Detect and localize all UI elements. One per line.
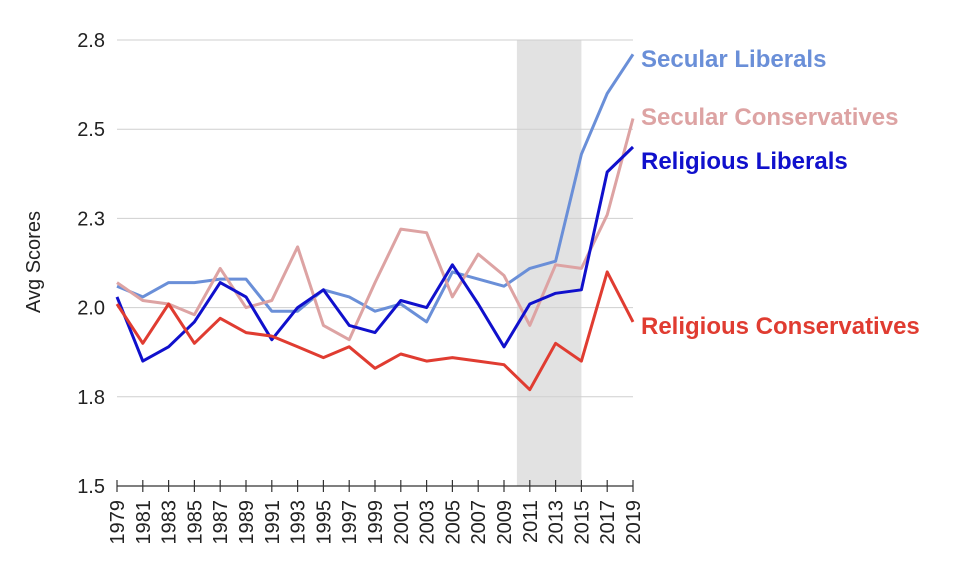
x-tick-label: 2011 bbox=[520, 500, 542, 543]
series-lines bbox=[115, 53, 635, 392]
x-tick-label: 2001 bbox=[391, 500, 413, 545]
series-line-secular-conservatives bbox=[116, 118, 635, 342]
x-tick-label: 2007 bbox=[468, 500, 490, 545]
x-tick-label: 2013 bbox=[546, 500, 568, 545]
x-tick-label: 1997 bbox=[339, 500, 361, 545]
x-tick-label: 2015 bbox=[571, 500, 593, 545]
series-line-secular-liberals bbox=[116, 53, 635, 324]
y-tick-label: 2.0 bbox=[77, 298, 105, 320]
y-tick-label: 1.8 bbox=[77, 387, 105, 409]
x-tick-label: 1999 bbox=[365, 500, 387, 545]
x-tick-label: 1987 bbox=[210, 500, 232, 545]
x-tick-label: 2003 bbox=[417, 500, 439, 545]
x-tick-label: 1985 bbox=[184, 500, 206, 545]
x-tick-labels: 1979 1981 1983 1985 1987 1989 1991 1993 1995 1997… bbox=[107, 500, 645, 545]
x-tick-label: 2009 bbox=[494, 500, 516, 545]
series-line-religious-liberals bbox=[115, 145, 635, 363]
x-tick-label: 1981 bbox=[133, 500, 155, 545]
series-label-religious-conservatives: Religious Conservatives bbox=[641, 313, 920, 340]
y-axis-label: Avg Scores bbox=[23, 211, 45, 313]
series-label-secular-conservatives: Secular Conservatives bbox=[641, 104, 898, 131]
x-tick-label: 1989 bbox=[236, 500, 258, 545]
series-label-religious-liberals: Religious Liberals bbox=[641, 148, 848, 175]
x-tick-label: 2017 bbox=[597, 500, 619, 545]
x-tick-label: 2019 bbox=[623, 500, 645, 545]
x-tick-label: 1979 bbox=[107, 500, 129, 545]
axes bbox=[116, 480, 634, 492]
y-tick-label: 2.5 bbox=[77, 119, 105, 141]
x-tick-label: 2005 bbox=[442, 500, 464, 545]
series-label-secular-liberals: Secular Liberals bbox=[641, 46, 826, 73]
y-tick-label: 2.8 bbox=[77, 30, 105, 52]
y-tick-labels: 1.5 1.8 2.0 2.3 2.5 2.8 bbox=[77, 30, 105, 498]
x-tick-label: 1983 bbox=[159, 500, 181, 545]
series-line-religious-conservatives bbox=[115, 270, 635, 392]
x-tick-label: 1993 bbox=[288, 500, 310, 545]
y-tick-label: 2.3 bbox=[77, 208, 105, 230]
x-tick-label: 1991 bbox=[262, 500, 284, 545]
x-tick-label: 1995 bbox=[313, 500, 335, 545]
series-labels: Secular Liberals Secular Conservatives Rel… bbox=[641, 46, 920, 340]
y-tick-label: 1.5 bbox=[77, 476, 105, 498]
